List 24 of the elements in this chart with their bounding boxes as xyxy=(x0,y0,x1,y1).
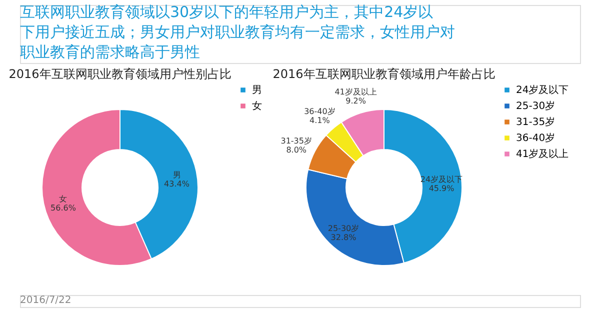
data-label: 45.9% xyxy=(428,184,455,194)
slice-label: 36-40岁 xyxy=(304,107,336,116)
slice-label: 25-30岁 xyxy=(328,224,360,234)
slice-label: 男 xyxy=(172,170,181,180)
legend-label: 25-30岁 xyxy=(516,100,556,112)
data-label: 43.4% xyxy=(164,180,190,189)
legend-label: 31-35岁 xyxy=(516,116,556,128)
data-label: 32.8% xyxy=(330,233,357,242)
data-label: 4.1% xyxy=(310,116,330,126)
legend-label: 24岁及以下 xyxy=(516,84,569,96)
chart-title: 2016年互联网职业教育领域用户年龄占比 xyxy=(272,67,496,81)
data-label: 56.6% xyxy=(50,203,76,212)
legend-label: 36-40岁 xyxy=(516,132,556,144)
legend-label: 男 xyxy=(252,85,262,96)
text: 互联网职业教育领域以30岁以下的年轻用户为主，其中24岁以下用户接近五成；男女用户对职业教育均有一定需求，女性用户对职业教育的需求略高于男性 xyxy=(20,3,455,61)
slice-label: 41岁及以上 xyxy=(334,88,377,97)
legend-label: 女 xyxy=(252,100,262,112)
chart-title: 2016年互联网职业教育领域用户性别占比 xyxy=(8,67,232,81)
data-label: 9.2% xyxy=(346,96,366,106)
slice-label: 31-35岁 xyxy=(280,136,312,146)
data-label: 8.0% xyxy=(286,145,307,154)
legend-label: 41岁及以上 xyxy=(516,148,569,160)
slice-label: 女 xyxy=(59,194,68,204)
text: 2016/7/22 xyxy=(20,295,72,306)
